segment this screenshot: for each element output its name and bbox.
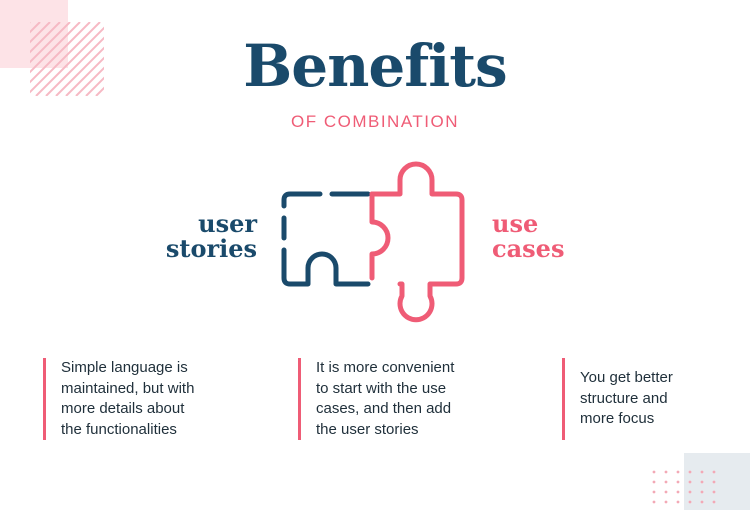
user-stories-label: user stories xyxy=(166,211,257,261)
page-title: Benefits xyxy=(243,32,507,100)
page-subtitle: OF COMBINATION xyxy=(290,112,459,131)
user-stories-label-line1: user xyxy=(198,209,257,238)
use-cases-label-line1: use xyxy=(492,209,539,238)
decorative-dot-pattern xyxy=(652,470,716,504)
user-stories-label-line2: stories xyxy=(165,234,257,263)
benefit-3: You get better structure and more focus xyxy=(562,358,720,440)
navy-puzzle-piece xyxy=(281,191,371,287)
use-cases-label-line2: cases xyxy=(492,234,565,263)
puzzle-pieces-icon xyxy=(281,161,465,323)
decorative-grey-square xyxy=(684,453,750,510)
benefit-1: Simple language is maintained, but with … xyxy=(43,358,231,440)
use-cases-label: use cases xyxy=(492,211,564,261)
benefit-3-text: You get better structure and more focus xyxy=(580,369,673,428)
benefit-2: It is more convenient to start with the … xyxy=(298,358,491,440)
decorative-hatch-pattern xyxy=(30,22,104,96)
coral-puzzle-piece xyxy=(369,161,465,323)
